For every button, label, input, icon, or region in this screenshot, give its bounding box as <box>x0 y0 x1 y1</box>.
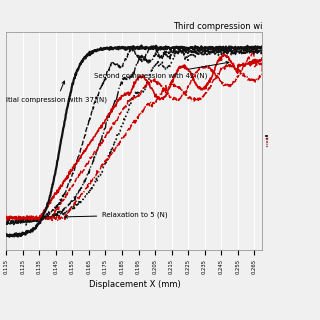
Legend: , , , , , , : , , , , , , <box>266 135 267 146</box>
Text: Third compression wi: Third compression wi <box>173 22 262 31</box>
Text: itial compression with 37 (N): itial compression with 37 (N) <box>6 81 108 103</box>
X-axis label: Displacement X (mm): Displacement X (mm) <box>89 280 180 289</box>
Text: Second compression with 42 (N): Second compression with 42 (N) <box>94 61 229 79</box>
Text: Relaxation to 5 (N): Relaxation to 5 (N) <box>65 212 168 219</box>
